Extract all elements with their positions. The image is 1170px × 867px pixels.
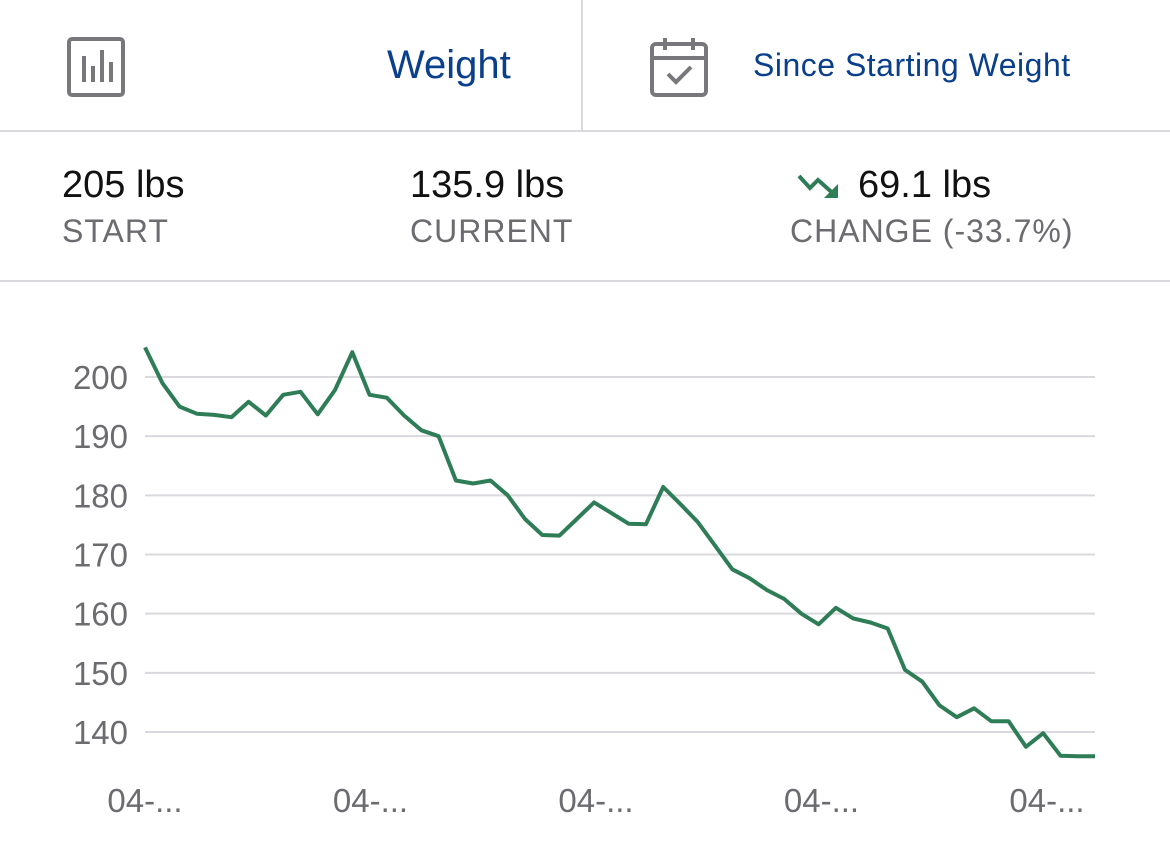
calendar-check-icon bbox=[650, 38, 708, 97]
gridlines bbox=[145, 376, 1095, 733]
start-value: 205 lbs bbox=[62, 164, 185, 206]
range-selector[interactable]: Since Starting Weight bbox=[583, 0, 1170, 130]
stat-change: 69.1 lbs CHANGE (-33.7%) bbox=[790, 162, 1074, 254]
y-tick-label: 160 bbox=[73, 596, 128, 633]
x-tick-label: 04-... bbox=[107, 782, 182, 819]
metric-label: Weight bbox=[387, 43, 511, 87]
current-label: CURRENT bbox=[410, 213, 574, 249]
range-label: Since Starting Weight bbox=[753, 47, 1071, 83]
change-label: CHANGE (-33.7%) bbox=[790, 213, 1074, 249]
x-tick-label: 04-... bbox=[1009, 782, 1084, 819]
x-tick-label: 04-... bbox=[558, 782, 633, 819]
x-tick-label: 04-... bbox=[784, 782, 859, 819]
trend-down-icon bbox=[797, 174, 838, 198]
y-tick-label: 140 bbox=[73, 714, 128, 751]
y-tick-label: 200 bbox=[73, 359, 128, 396]
y-tick-label: 170 bbox=[73, 537, 128, 574]
stat-current: 135.9 lbs CURRENT bbox=[410, 162, 573, 254]
weight-series-line bbox=[143, 346, 1095, 759]
metric-selector[interactable]: Weight bbox=[0, 0, 583, 130]
y-tick-label: 190 bbox=[73, 418, 128, 455]
y-axis-ticks: 140 150 160 170 180 190 200 bbox=[73, 359, 128, 751]
stat-start: 205 lbs START bbox=[62, 162, 185, 254]
y-tick-label: 180 bbox=[73, 477, 128, 514]
x-axis-ticks: 04-... 04-... 04-... 04-... 04-... bbox=[107, 782, 1084, 819]
y-tick-label: 150 bbox=[73, 655, 128, 692]
current-value: 135.9 lbs bbox=[410, 164, 565, 206]
bar-chart-icon bbox=[67, 37, 125, 97]
stats-row: 205 lbs START 135.9 lbs CURRENT 69.1 lbs… bbox=[0, 132, 1170, 282]
header-bar: Weight Since Starting Weight bbox=[0, 0, 1170, 132]
change-value: 69.1 lbs bbox=[858, 164, 992, 206]
x-tick-label: 04-... bbox=[333, 782, 408, 819]
start-label: START bbox=[62, 213, 169, 249]
series-layer bbox=[143, 346, 1095, 759]
